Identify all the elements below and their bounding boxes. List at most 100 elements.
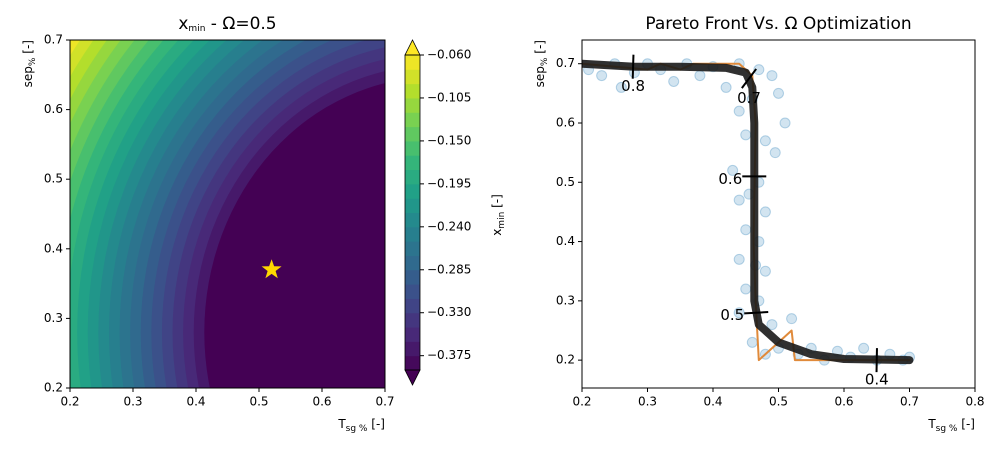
colorbar-band <box>405 126 420 142</box>
scatter-point <box>733 307 745 319</box>
x-axis-label-base: T <box>337 417 346 431</box>
scatter-point <box>766 70 778 82</box>
scatter-point <box>740 283 752 295</box>
colorbar-band <box>405 97 420 113</box>
scatter-point <box>668 75 680 87</box>
chart-title-sub: min <box>188 24 205 34</box>
omega-label: 0.8 <box>621 77 645 95</box>
contour-band <box>204 83 385 388</box>
colorbar-band <box>405 298 420 314</box>
chart-title-rest: - Ω=0.5 <box>205 14 276 34</box>
colorbar-tick-label: −0.060 <box>427 48 471 62</box>
y-axis-label: sep% [-] <box>533 40 550 87</box>
x-tick-label: 0.5 <box>769 395 788 409</box>
x-tick-label: 0.2 <box>60 395 79 409</box>
y-tick-label: 0.4 <box>556 234 575 248</box>
x-axis-label-sub: sg % <box>936 424 958 434</box>
scatter-point <box>858 342 870 354</box>
scatter-point <box>727 164 739 176</box>
omega-tick <box>631 54 635 79</box>
x-axis-label-sub: sg % <box>346 424 368 434</box>
colorbar-label-sub: min <box>497 212 507 229</box>
x-axis-label-rest: [-] <box>957 417 975 431</box>
y-tick-label: 0.2 <box>556 353 575 367</box>
y-tick-label: 0.5 <box>44 172 63 186</box>
chart-title: Pareto Front Vs. Ω Optimization <box>645 14 911 34</box>
colorbar-band <box>405 55 420 70</box>
right-panel: 0.8 0.7 0.6 0.5 0.4 0.2 0.3 0.4 0.5 0.6 0.7 0.8 0.2 0… <box>533 14 985 434</box>
colorbar-extend-bottom <box>404 369 421 386</box>
omega-label: 0.4 <box>865 371 889 389</box>
colorbar-tick-label: −0.195 <box>427 176 471 190</box>
scatter-point <box>759 206 771 218</box>
y-tick-label: 0.2 <box>44 381 63 395</box>
scatter-point <box>773 87 784 99</box>
colorbar-band <box>405 226 420 242</box>
x-axis-label-rest: [-] <box>367 417 385 431</box>
scatter-point <box>779 117 791 129</box>
colorbar-band <box>405 341 420 357</box>
colorbar-band <box>405 169 420 185</box>
colorbar-label: xmin [-] <box>490 194 507 236</box>
y-tick-label: 0.6 <box>44 102 63 116</box>
x-tick-label: 0.6 <box>312 395 331 409</box>
scatter-point <box>769 147 781 159</box>
omega-label: 0.5 <box>720 306 744 324</box>
x-tick-label: 0.3 <box>638 395 657 409</box>
colorbar-band <box>405 241 420 256</box>
scatter-point <box>615 81 627 93</box>
x-tick-label: 0.4 <box>703 395 722 409</box>
contour-field <box>70 40 385 388</box>
scatter-point <box>753 64 765 76</box>
x-tick-label: 0.2 <box>572 395 591 409</box>
colorbar-tick-label: −0.375 <box>427 348 471 362</box>
y-tick-label: 0.6 <box>556 115 575 129</box>
colorbar-band <box>405 269 420 285</box>
scatter-point <box>733 253 745 265</box>
series-line <box>582 62 911 362</box>
colorbar-band <box>405 69 420 85</box>
colorbar-band <box>405 183 420 199</box>
scatter-point <box>596 70 608 82</box>
y-tick-label: 0.7 <box>44 33 63 47</box>
y-axis-label-base: sep <box>533 66 547 87</box>
axes-frame <box>69 39 386 389</box>
colorbar-tick-label: −0.105 <box>427 90 471 104</box>
x-axis-label: Tsg % [-] <box>927 417 975 434</box>
colorbar-tick-label: −0.330 <box>427 305 471 319</box>
scatter-point <box>740 224 752 236</box>
scatter-point <box>746 336 758 348</box>
y-tick-label: 0.7 <box>556 56 575 70</box>
y-axis-label-sub: % <box>28 57 38 66</box>
chart-title: xmin - Ω=0.5 <box>178 14 276 34</box>
colorbar-label-rest: [-] <box>490 194 504 212</box>
x-tick-label: 0.6 <box>834 395 853 409</box>
y-axis-label-rest: [-] <box>533 40 547 58</box>
y-tick-label: 0.4 <box>44 241 63 255</box>
omega-label: 0.6 <box>718 170 742 188</box>
x-tick-label: 0.8 <box>965 395 984 409</box>
colorbar-band <box>405 212 420 228</box>
scatter-point <box>740 129 752 141</box>
x-tick-label: 0.7 <box>375 395 394 409</box>
scatter-point <box>766 319 778 331</box>
y-tick-label: 0.5 <box>556 175 575 189</box>
scatter-point <box>694 70 706 82</box>
left-panel: 0.2 0.3 0.4 0.5 0.6 0.7 0.2 0.3 0.4 0.5 0.6 0.7 Tsg … <box>21 14 507 434</box>
series-line <box>582 59 914 365</box>
y-axis-label-sub: % <box>540 57 550 66</box>
x-tick-label: 0.7 <box>900 395 919 409</box>
optimum-star <box>261 259 282 279</box>
colorbar-band <box>405 284 420 299</box>
colorbar-tick-label: −0.150 <box>427 133 471 147</box>
scatter-point <box>759 265 771 277</box>
colorbar-tick-label: −0.285 <box>427 262 471 276</box>
x-tick-label: 0.3 <box>123 395 142 409</box>
y-axis-label: sep% [-] <box>21 40 38 87</box>
scatter-point <box>720 81 732 93</box>
colorbar-band <box>405 327 420 342</box>
scatter-point <box>733 194 745 206</box>
y-tick-label: 0.3 <box>556 293 575 307</box>
x-axis-label-base: T <box>927 417 936 431</box>
